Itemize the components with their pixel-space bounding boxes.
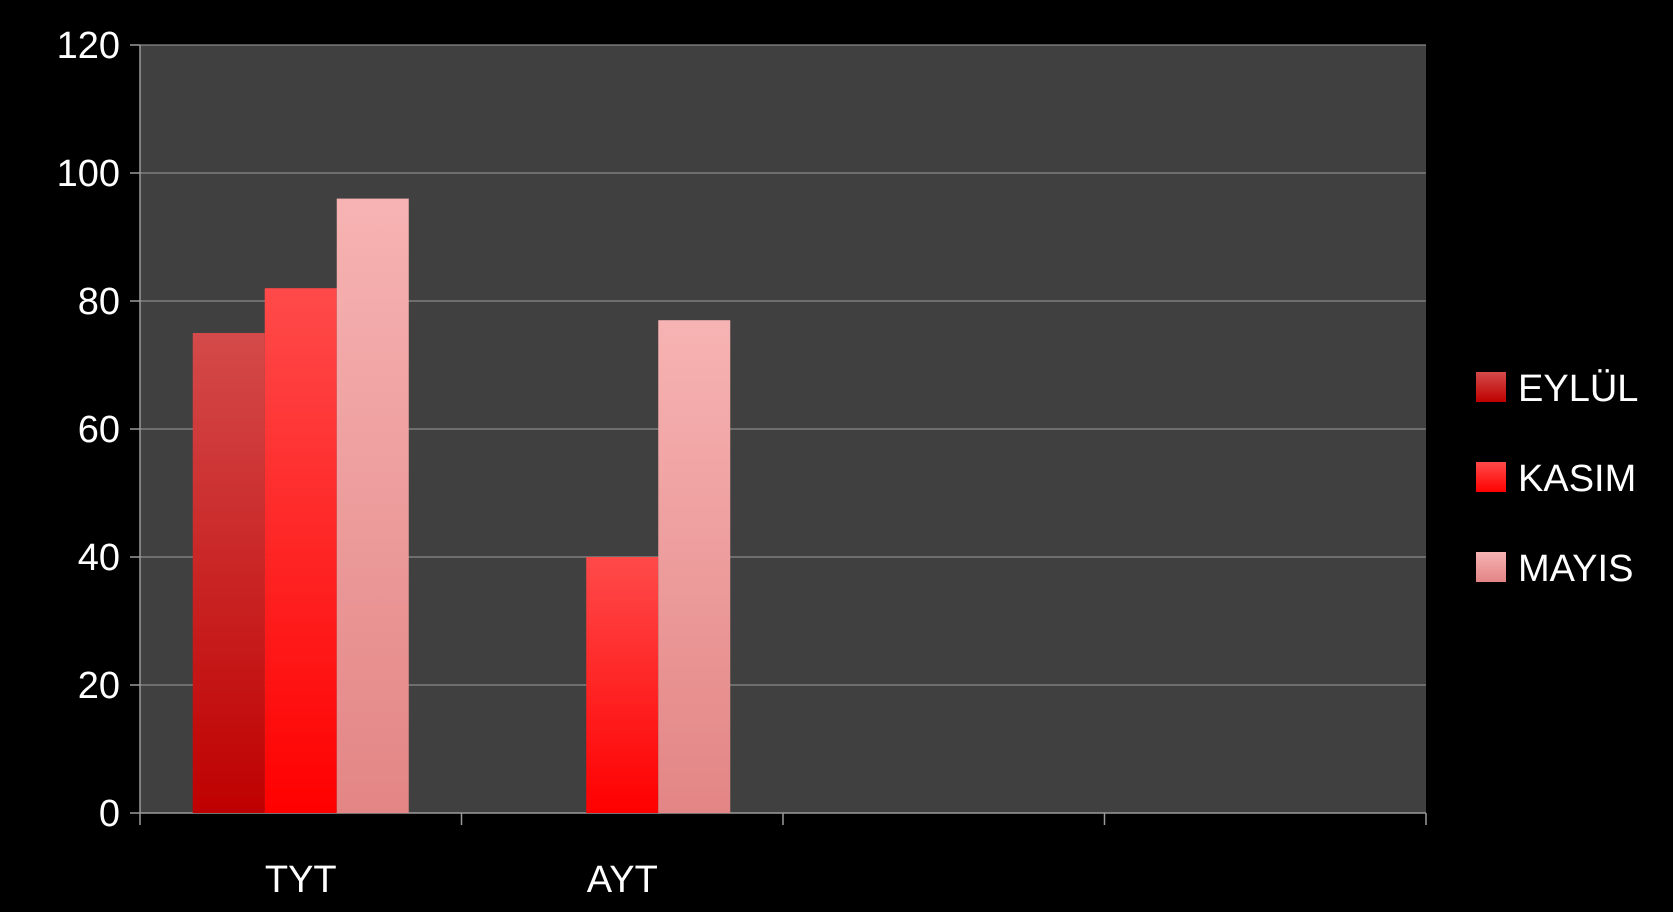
axes <box>130 44 1427 825</box>
y-tick-label: 0 <box>99 793 120 835</box>
y-tick-label: 120 <box>57 25 120 67</box>
bar-eylül-tyt <box>192 333 265 813</box>
bars <box>192 198 731 814</box>
legend-swatch <box>1476 372 1506 402</box>
bar-kasim-tyt <box>264 288 337 813</box>
y-tick-label: 80 <box>78 281 120 323</box>
y-tick-label: 40 <box>78 537 120 579</box>
legend: EYLÜL KASIM MAYIS <box>1476 368 1638 590</box>
x-tick-labels: TYT AYT <box>265 859 658 901</box>
y-tick-label: 100 <box>57 153 120 195</box>
bar-mayis-ayt <box>658 320 731 813</box>
x-tick-label: TYT <box>265 859 337 901</box>
y-tick-labels: 0 20 40 60 80 100 120 <box>57 25 120 835</box>
bar-kasim-ayt <box>586 557 659 813</box>
legend-swatch <box>1476 462 1506 492</box>
legend-swatch <box>1476 552 1506 582</box>
y-tick-label: 20 <box>78 665 120 707</box>
legend-label: KASIM <box>1518 458 1636 500</box>
legend-label: MAYIS <box>1518 548 1633 590</box>
x-tick-label: AYT <box>587 859 658 901</box>
legend-label: EYLÜL <box>1518 368 1638 410</box>
bar-mayis-tyt <box>336 198 409 814</box>
y-tick-label: 60 <box>78 409 120 451</box>
